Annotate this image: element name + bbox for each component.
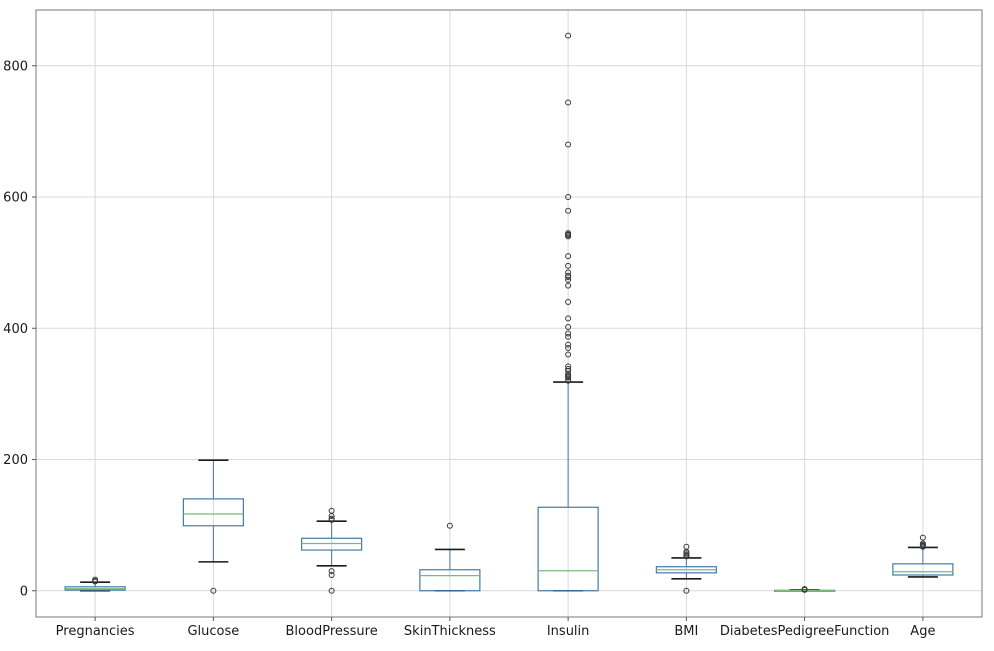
outlier-bloodpressure-0 — [328, 587, 335, 594]
outlier-insulin-680 — [565, 141, 572, 148]
y-tick-label-400: 400 — [3, 322, 28, 337]
box-glucose — [182, 498, 244, 527]
outlier-bmi-67p1 — [683, 543, 690, 550]
outlier-insulin-338 — [565, 365, 572, 372]
outlier-insulin-474 — [565, 276, 572, 283]
x-tick-label-insulin: Insulin — [547, 624, 590, 639]
outlier-glucose-0 — [210, 587, 217, 594]
x-tick-label-diabetespedigreefunction: DiabetesPedigreeFunction — [720, 624, 890, 639]
outlier-insulin-579 — [565, 207, 572, 214]
outlier-insulin-342 — [565, 363, 572, 370]
x-tick-label-pregnancies: Pregnancies — [56, 624, 135, 639]
outlier-bloodpressure-24 — [328, 572, 335, 579]
outlier-diabetespedigreefunction-2p42 — [801, 586, 808, 593]
outlier-insulin-387 — [565, 333, 572, 340]
outlier-insulin-440 — [565, 299, 572, 306]
box-insulin — [537, 506, 599, 592]
y-tick-label-600: 600 — [3, 191, 28, 206]
box-age — [892, 563, 954, 576]
plot-frame — [35, 9, 983, 618]
outlier-insulin-480 — [565, 272, 572, 279]
outlier-insulin-846 — [565, 32, 572, 39]
outlier-insulin-545 — [565, 230, 572, 237]
outlier-insulin-465 — [565, 282, 572, 289]
x-tick-label-glucose: Glucose — [187, 624, 239, 639]
outlier-insulin-402 — [565, 323, 572, 330]
outlier-age-81 — [919, 534, 926, 541]
outlier-insulin-360 — [565, 351, 572, 358]
outlier-insulin-495 — [565, 262, 572, 269]
outlier-insulin-744 — [565, 99, 572, 106]
outlier-insulin-600 — [565, 194, 572, 201]
outlier-skinthickness-99 — [446, 522, 453, 529]
x-tick-label-age: Age — [910, 624, 935, 639]
outlier-insulin-510 — [565, 253, 572, 260]
y-tick-label-200: 200 — [3, 453, 28, 468]
outlier-insulin-375 — [565, 341, 572, 348]
x-tick-label-skinthickness: SkinThickness — [404, 624, 496, 639]
outlier-insulin-370 — [565, 344, 572, 351]
outlier-pregnancies-17 — [92, 576, 99, 583]
outlier-bloodpressure-110 — [328, 515, 335, 522]
box-bloodpressure — [301, 537, 363, 551]
x-tick-label-bmi: BMI — [674, 624, 698, 639]
x-tick-label-bloodpressure: BloodPressure — [286, 624, 378, 639]
y-tick-label-800: 800 — [3, 59, 28, 74]
box-skinthickness — [419, 569, 481, 592]
outlier-insulin-392 — [565, 330, 572, 337]
outlier-insulin-415 — [565, 315, 572, 322]
outlier-bloodpressure-30 — [328, 568, 335, 575]
outlier-bmi-0 — [683, 587, 690, 594]
outlier-bloodpressure-122 — [328, 507, 335, 514]
y-tick-label-0: 0 — [20, 584, 28, 599]
outlier-insulin-485 — [565, 269, 572, 276]
outlier-age-72 — [919, 540, 926, 547]
